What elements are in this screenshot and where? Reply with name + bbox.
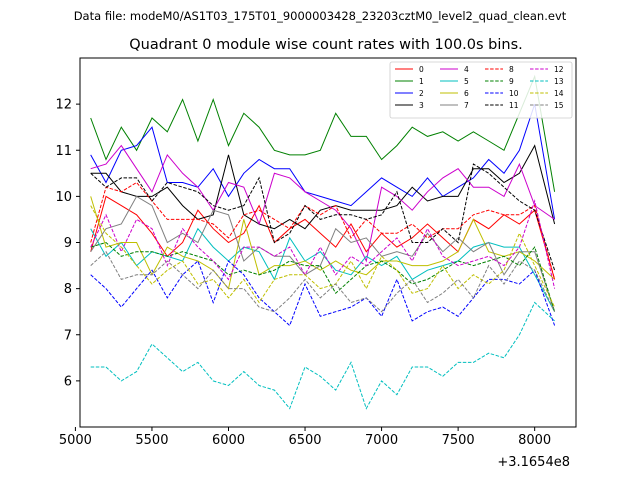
series-line-13 [90,301,555,410]
legend-label-0: 0 [419,65,424,74]
series-line-7 [90,195,556,312]
chart-suptitle: Data file: modeM0/AS1T03_175T01_90000034… [74,9,567,23]
y-tick-label: 11 [55,144,72,159]
legend-label-7: 7 [464,101,469,110]
legend-label-6: 6 [464,89,469,98]
chart-title: Quadrant 0 module wise count rates with … [129,37,523,53]
series-line-14 [90,205,556,308]
legend-label-9: 9 [509,77,514,86]
legend-label-11: 11 [509,101,519,110]
series-line-8 [90,181,556,280]
y-tick-label: 10 [55,190,72,205]
series-line-6 [90,196,555,290]
x-tick-label: 5000 [59,433,92,448]
x-tick-label: 6500 [288,433,321,448]
series-line-12 [90,199,556,289]
y-tick-label: 8 [64,282,72,297]
legend-label-15: 15 [554,101,564,110]
legend-frame [389,61,573,119]
x-tick-label: 6000 [212,433,245,448]
x-tick-label: 7500 [442,433,475,448]
legend-label-1: 1 [419,77,424,86]
x-offset-label: +3.1654e8 [497,455,570,470]
legend-label-2: 2 [419,89,424,98]
y-tick-label: 7 [64,328,72,343]
series-line-5 [90,227,556,312]
x-tick-label: 5500 [135,433,168,448]
legend-label-5: 5 [464,77,469,86]
legend-label-14: 14 [554,89,564,98]
x-tick-label: 8000 [518,433,551,448]
y-tick-label: 9 [64,236,72,251]
series-line-4 [90,144,555,263]
y-tick-label: 6 [64,374,72,389]
series-line-11 [90,163,556,271]
series-line-3 [90,144,556,230]
legend-label-8: 8 [509,65,514,74]
legend-label-3: 3 [419,101,424,110]
series-line-15 [90,250,556,313]
legend-label-13: 13 [554,77,564,86]
y-tick-label: 12 [55,98,72,113]
legend-label-10: 10 [509,89,519,98]
series-line-9 [90,241,556,312]
plot-area [79,57,577,428]
series-line-1 [90,74,556,192]
legend-label-4: 4 [464,65,469,74]
x-tick-label: 7000 [365,433,398,448]
series-line-2 [90,103,556,220]
legend-label-12: 12 [554,65,564,74]
